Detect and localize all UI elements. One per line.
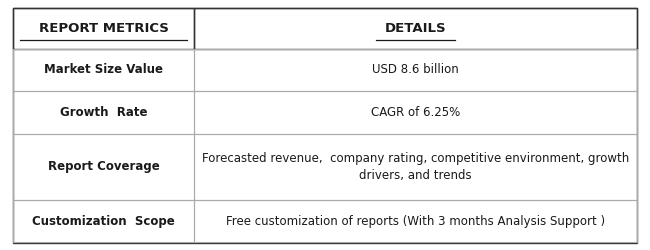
- Text: DETAILS: DETAILS: [385, 22, 447, 35]
- Bar: [13, 48, 194, 91]
- Bar: [194, 48, 637, 91]
- Text: CAGR of 6.25%: CAGR of 6.25%: [371, 106, 460, 119]
- Bar: [194, 200, 637, 242]
- Bar: [194, 8, 637, 48]
- Bar: [13, 8, 194, 48]
- Bar: [13, 200, 194, 242]
- Text: Free customization of reports (With 3 months Analysis Support ): Free customization of reports (With 3 mo…: [226, 215, 605, 228]
- Bar: [194, 134, 637, 200]
- Bar: [194, 91, 637, 134]
- Text: REPORT METRICS: REPORT METRICS: [38, 22, 168, 35]
- Text: Report Coverage: Report Coverage: [47, 160, 159, 173]
- Text: USD 8.6 billion: USD 8.6 billion: [372, 64, 459, 76]
- Text: Growth  Rate: Growth Rate: [60, 106, 148, 119]
- Text: Customization  Scope: Customization Scope: [32, 215, 175, 228]
- Bar: [13, 134, 194, 200]
- Bar: [13, 91, 194, 134]
- Text: Market Size Value: Market Size Value: [44, 64, 163, 76]
- Text: Forecasted revenue,  company rating, competitive environment, growth
drivers, an: Forecasted revenue, company rating, comp…: [202, 152, 629, 182]
